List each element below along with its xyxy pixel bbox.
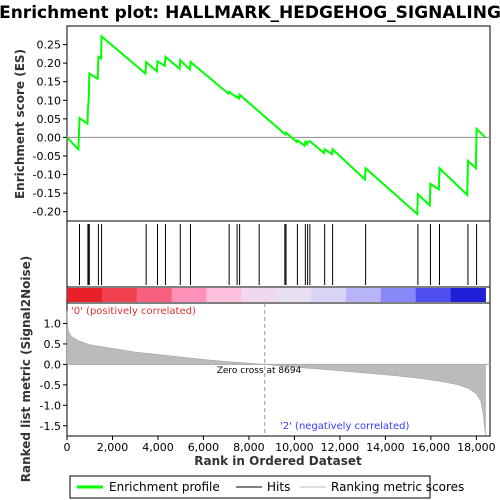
x-tick-label: 4,000 [142, 441, 174, 454]
heatmap-segment [136, 288, 173, 302]
heatmap-segment [380, 288, 417, 302]
x-tick-label: 2,000 [97, 441, 129, 454]
es-y-tick-label: -0.15 [33, 187, 61, 200]
ranked-heatmap-bar [67, 288, 486, 302]
heatmap-segment [345, 288, 382, 302]
es-y-tick-label: 0.15 [37, 76, 62, 89]
metric-y-axis-title: Ranked list metric (Signal2Noise) [19, 256, 33, 483]
es-y-tick-label: 0.20 [37, 57, 62, 70]
es-y-tick-label: 0.10 [37, 94, 62, 107]
negative-correlation-label: '2' (negatively correlated) [280, 421, 409, 432]
metric-y-tick-label: 0.5 [44, 338, 62, 351]
es-y-axis: 0.25 0.20 0.15 0.10 0.05 0.00 -0.05 -0.10 -0.15 -… [33, 39, 67, 219]
zero-cross-label: Zero cross at 8694 [217, 366, 302, 376]
metric-y-tick-label: 0.0 [44, 358, 62, 371]
es-y-tick-label: -0.20 [33, 206, 61, 219]
heatmap-segment [171, 288, 207, 302]
x-tick-label: 8,000 [233, 441, 265, 454]
legend-label-enrichment: Enrichment profile [109, 480, 220, 494]
metric-y-tick-label: -1.5 [40, 420, 61, 433]
enrichment-profile-line [66, 34, 487, 217]
legend-label-metric: Ranking metric scores [331, 480, 464, 494]
x-axis-title: Rank in Ordered Dataset [194, 454, 362, 468]
es-y-tick-label: 0.05 [37, 113, 62, 126]
metric-y-axis: 1.0 0.5 0.0 -0.5 -1.0 -1.5 [40, 317, 67, 433]
heatmap-segment [276, 288, 312, 302]
metric-x-axis: 0 2,000 4,000 6,000 8,000 10,000 12,000 14,000 1… [64, 436, 496, 454]
es-y-tick-label: -0.05 [33, 150, 61, 163]
heatmap-segment [67, 288, 103, 302]
es-y-axis-title: Enrichment score (ES) [13, 49, 27, 199]
es-y-tick-label: 0.00 [37, 131, 62, 144]
chart-title: Enrichment plot: HALLMARK_HEDGEHOG_SIGNA… [0, 3, 500, 23]
x-tick-label: 12,000 [321, 441, 360, 454]
metric-y-tick-label: -0.5 [40, 379, 61, 392]
heatmap-segment [101, 288, 138, 302]
positive-correlation-label: '0' (positively correlated) [71, 306, 196, 317]
metric-y-tick-label: -1.0 [40, 399, 61, 412]
x-tick-label: 0 [64, 441, 71, 454]
ranking-metric-area [66, 311, 486, 435]
legend-label-hits: Hits [267, 480, 290, 494]
es-panel-frame [66, 25, 491, 222]
hits-lines [79, 224, 478, 285]
heatmap-segment [241, 288, 277, 302]
hits-panel-frame [66, 220, 491, 288]
legend: Enrichment profile Hits Ranking metric s… [69, 475, 464, 499]
x-tick-label: 18,000 [457, 441, 496, 454]
metric-y-tick-label: 1.0 [44, 317, 62, 330]
x-tick-label: 16,000 [412, 441, 451, 454]
es-y-tick-label: 0.25 [37, 39, 62, 52]
x-tick-label: 14,000 [366, 441, 405, 454]
heatmap-segment [450, 288, 486, 302]
heatmap-segment [415, 288, 452, 302]
es-y-tick-label: -0.10 [33, 169, 61, 182]
heatmap-segment [206, 288, 242, 302]
x-tick-label: 6,000 [188, 441, 220, 454]
x-tick-label: 10,000 [275, 441, 314, 454]
heatmap-segment [311, 288, 347, 302]
